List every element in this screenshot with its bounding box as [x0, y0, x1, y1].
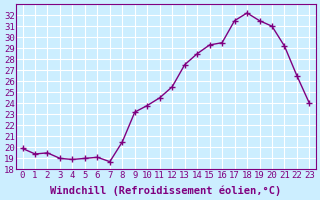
X-axis label: Windchill (Refroidissement éolien,°C): Windchill (Refroidissement éolien,°C) — [50, 185, 282, 196]
